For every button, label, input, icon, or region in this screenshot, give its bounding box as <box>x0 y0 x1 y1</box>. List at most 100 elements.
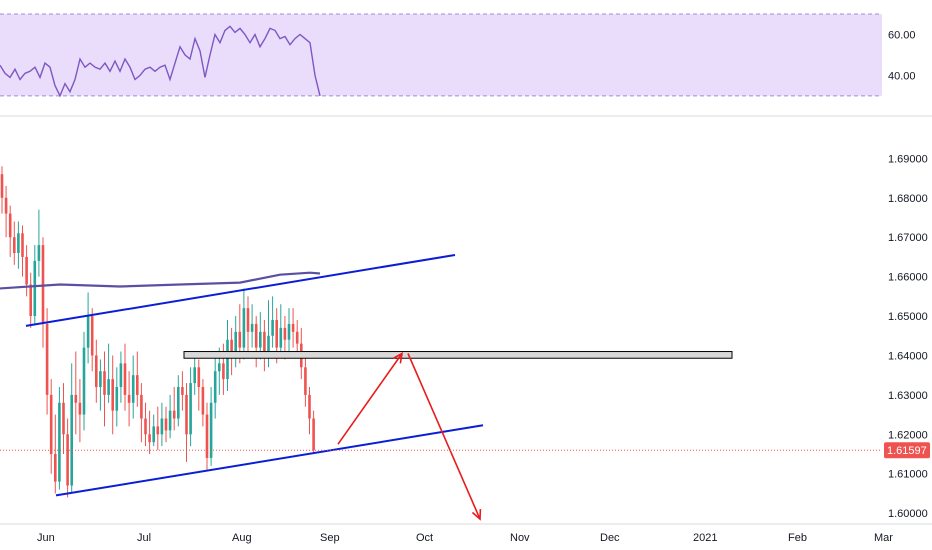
arrow-down-drawing[interactable] <box>407 353 482 521</box>
candle <box>0 166 4 214</box>
candle-body <box>70 394 73 486</box>
time-tick-label: 2021 <box>693 532 717 544</box>
candle-body <box>21 233 24 257</box>
candle <box>234 316 237 368</box>
candle-body <box>242 308 246 348</box>
candle-body <box>168 410 172 431</box>
price-axis[interactable]: 1.69000 1.68000 1.67000 1.66000 1.65000 … <box>888 153 928 520</box>
candle-body <box>259 331 262 348</box>
price-tick-label: 1.68000 <box>888 193 928 205</box>
candles <box>0 166 315 498</box>
candle <box>177 375 180 427</box>
candle-body <box>209 402 213 458</box>
candle-body <box>263 331 266 356</box>
candle <box>168 394 172 439</box>
candle <box>82 331 86 431</box>
candle-body <box>74 394 78 403</box>
candle-body <box>271 320 274 336</box>
candle <box>86 292 90 364</box>
candle-body <box>25 256 28 285</box>
candle <box>287 308 291 352</box>
price-tick-label: 1.63000 <box>888 390 928 402</box>
candle <box>78 379 82 443</box>
candle <box>201 379 205 427</box>
candle <box>140 383 143 443</box>
time-tick-label: Dec <box>600 532 620 544</box>
channel-upper-line[interactable] <box>25 253 456 327</box>
candle-body <box>86 316 90 348</box>
time-tick-label: Jun <box>37 532 55 544</box>
channel-lower-line[interactable] <box>55 424 484 497</box>
candle <box>160 402 164 447</box>
candle-body <box>226 339 229 380</box>
candle-body <box>230 339 233 356</box>
candle <box>263 320 266 372</box>
candle <box>49 379 53 474</box>
candle <box>189 367 192 447</box>
candle-body <box>267 335 270 356</box>
candle <box>111 355 114 435</box>
candle-body <box>197 367 201 388</box>
candle-body <box>103 371 106 395</box>
candle-body <box>177 387 180 419</box>
candle-body <box>152 426 155 443</box>
candle <box>164 406 168 443</box>
candle-body <box>234 331 237 356</box>
candle-body <box>58 402 61 482</box>
candle-body <box>144 418 147 435</box>
last-price-badge: 1.61597 <box>884 442 930 459</box>
time-tick-label: Nov <box>510 532 530 544</box>
candle-body <box>62 402 65 435</box>
candle-body <box>0 174 4 198</box>
candle-body <box>222 363 225 380</box>
candle-body <box>49 394 53 455</box>
rsi-pane <box>0 13 882 98</box>
last-price-badge-bg <box>884 442 930 459</box>
candle <box>33 245 37 324</box>
candle <box>213 351 217 419</box>
candle-body <box>160 418 164 435</box>
candle <box>17 221 20 269</box>
arrow-head <box>392 352 404 364</box>
candle-body <box>279 327 283 348</box>
candle-body <box>304 367 307 395</box>
candle-body <box>4 197 8 214</box>
candle-body <box>205 414 209 458</box>
candle <box>107 343 110 403</box>
candle-body <box>33 260 37 317</box>
time-axis[interactable]: Jun Jul Aug Sep Oct Nov Dec 2021 Feb Mar <box>37 532 893 544</box>
time-tick-label: Mar <box>874 532 893 544</box>
time-tick-label: Feb <box>788 532 807 544</box>
candle <box>295 320 299 356</box>
candle-body <box>275 320 278 348</box>
candle <box>4 185 8 238</box>
candle <box>271 296 274 348</box>
candle-body <box>82 347 86 415</box>
candle-body <box>156 426 160 435</box>
price-tick-label: 1.64000 <box>888 350 928 362</box>
price-tick-label: 1.69000 <box>888 153 928 165</box>
candle <box>13 221 16 265</box>
candle-body <box>189 383 192 435</box>
candle <box>58 387 61 490</box>
time-tick-label: Aug <box>232 532 252 544</box>
candle-body <box>172 410 176 419</box>
candle <box>254 316 258 368</box>
candle-body <box>254 323 258 348</box>
candle <box>115 367 119 427</box>
arrow-shaft <box>337 353 403 445</box>
price-tick-label: 1.67000 <box>888 232 928 244</box>
candle <box>123 343 127 411</box>
resistance-zone-rectangle[interactable] <box>183 351 733 359</box>
candle <box>246 296 250 352</box>
candle <box>205 402 209 470</box>
candle-body <box>17 233 20 253</box>
price-tick-label: 1.62000 <box>888 429 928 441</box>
candle <box>250 304 254 348</box>
candle <box>312 410 315 455</box>
candle <box>172 387 176 431</box>
arrow-up-drawing[interactable] <box>337 352 404 445</box>
candle <box>209 387 213 466</box>
candle <box>156 406 160 451</box>
